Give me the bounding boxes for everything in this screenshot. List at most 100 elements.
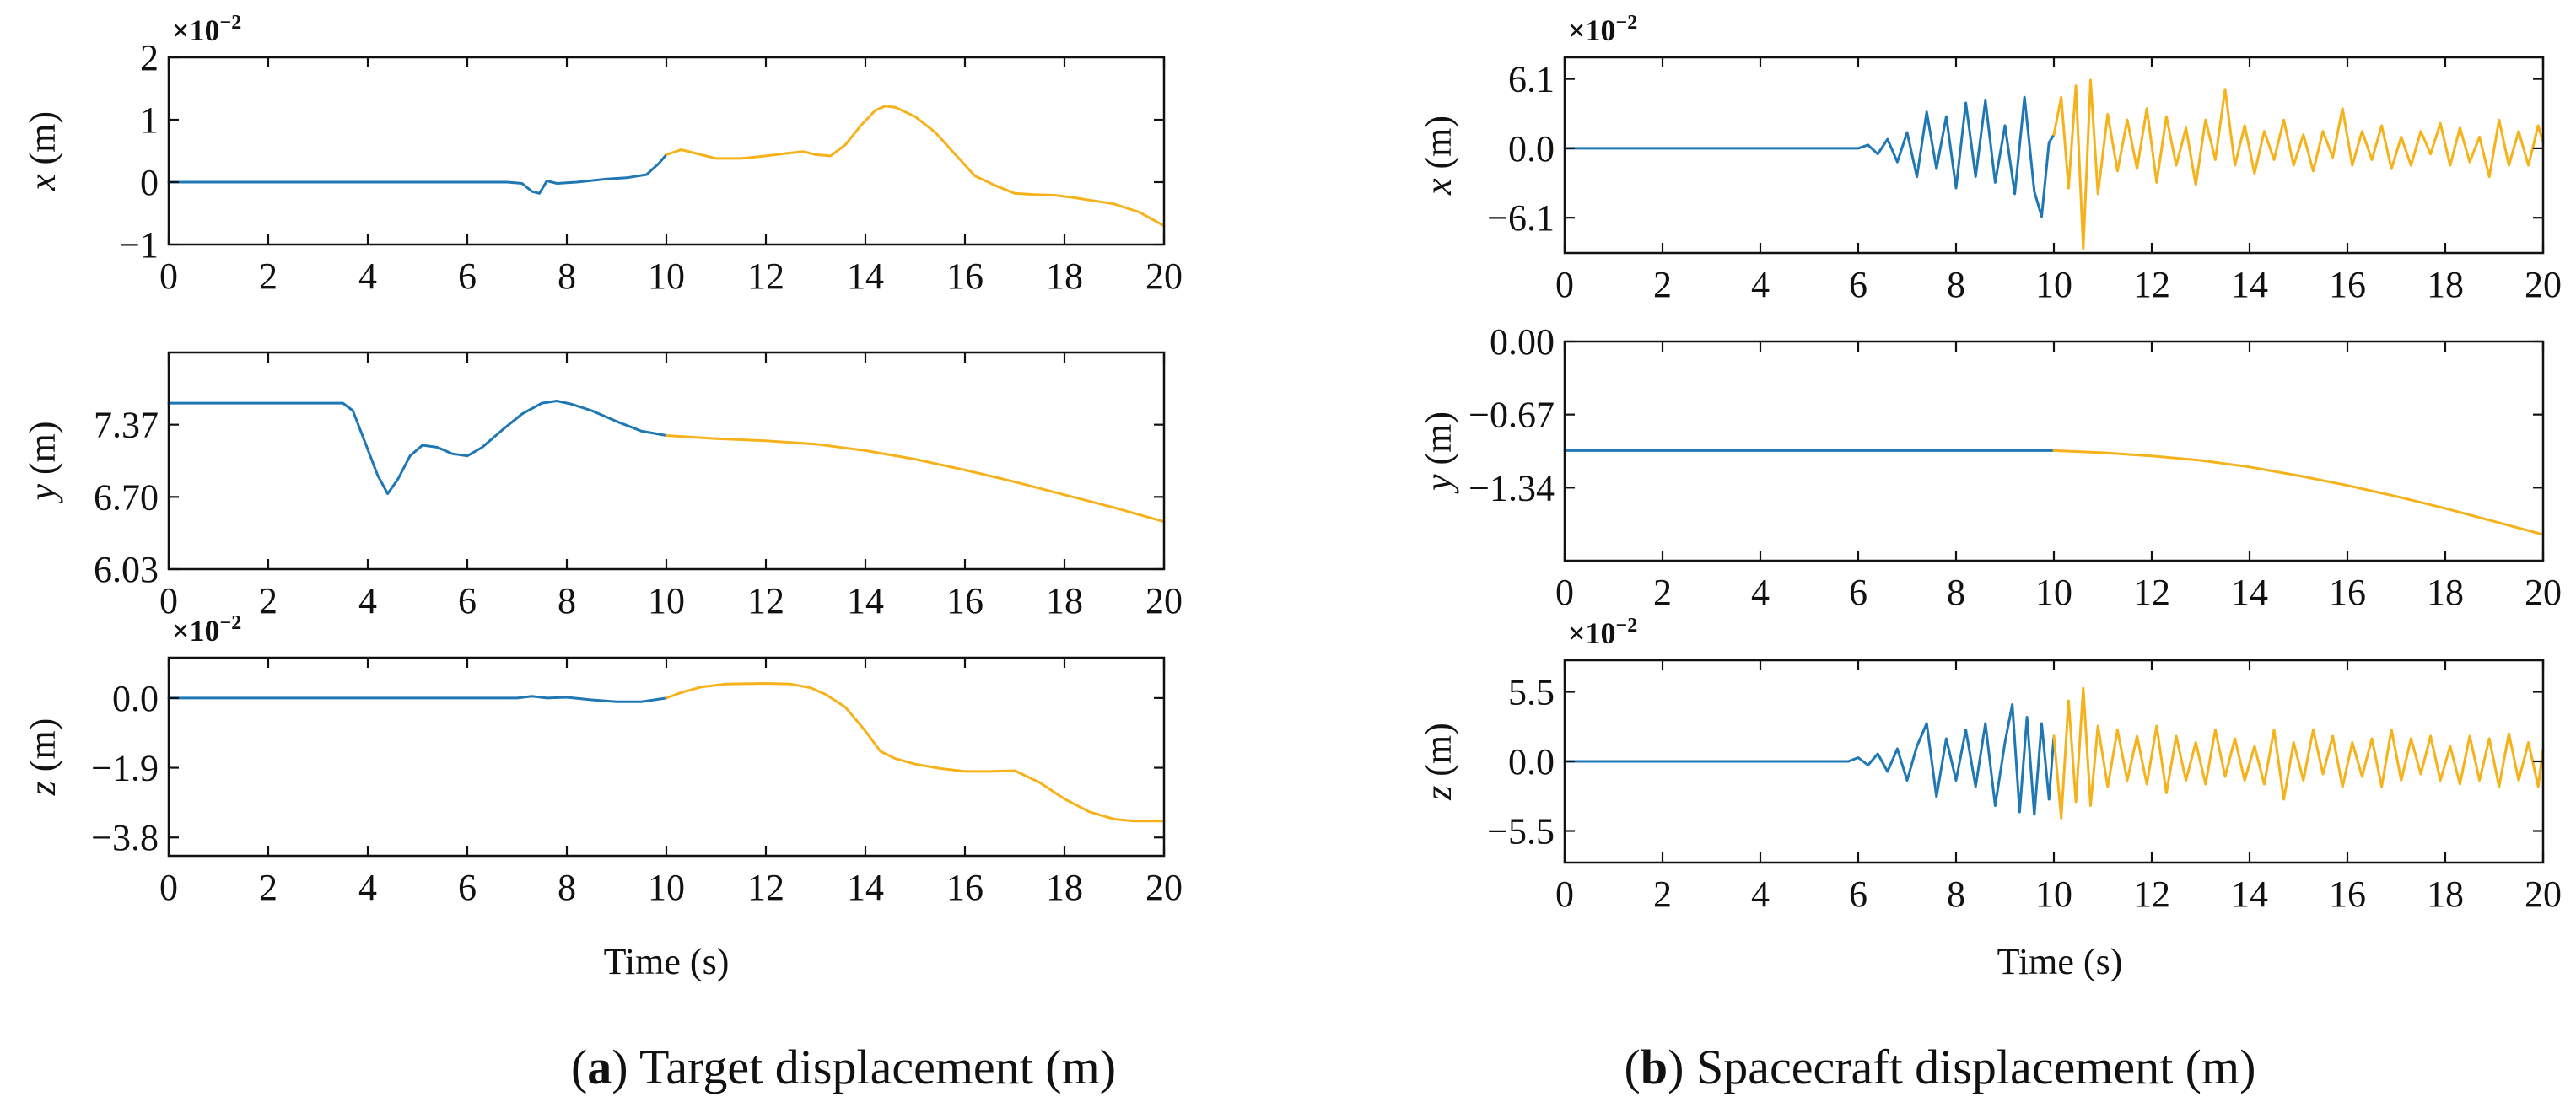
xtick-label: 6	[1849, 572, 1867, 613]
caption-a-text: Target displacement (m)	[628, 1040, 1116, 1094]
xtick-label: 20	[2525, 264, 2562, 305]
xtick-label: 20	[2525, 874, 2562, 915]
axis-multiplier-exp: −2	[220, 12, 242, 34]
axes-frame-a_y	[167, 351, 1166, 571]
xtick-label: 10	[2035, 264, 2072, 305]
ylabel-var: z	[1418, 786, 1459, 801]
xtick-label: 6	[458, 867, 477, 908]
xtick-label: 12	[2133, 572, 2170, 613]
ylabel-unit: (m)	[1418, 411, 1459, 475]
xtick-label: 2	[259, 867, 278, 908]
caption-b-letter: b	[1641, 1040, 1668, 1094]
ylabel-var: x	[1418, 178, 1459, 196]
xtick-label: 0	[1555, 874, 1574, 915]
xtick-label: 14	[847, 580, 884, 621]
axis-multiplier: ×10−2	[172, 12, 241, 47]
xtick-label: 10	[648, 255, 685, 297]
xtick-label: 6	[458, 580, 477, 621]
axis-multiplier-exp: −2	[1616, 12, 1638, 34]
xtick-label: 4	[358, 580, 377, 621]
xtick-label: 0	[1555, 572, 1574, 613]
xtick-label: 16	[946, 255, 984, 297]
ytick-label: −1.9	[91, 748, 159, 789]
xtick-label: 0	[159, 867, 178, 908]
xtick-label: 4	[1751, 874, 1770, 915]
panel-a_y: 0 2 4 6 8 10 12 14 16 18 20 7.37 6.70 6.03 y (m)	[22, 351, 1183, 621]
xtick-label: 14	[2231, 572, 2268, 613]
xtick-label: 12	[747, 580, 784, 621]
xtick-label: 2	[1653, 874, 1672, 915]
xtick-label: 0	[159, 255, 178, 297]
xtick-label: 12	[747, 867, 784, 908]
axes-frame-a_x	[167, 56, 1166, 246]
axis-multiplier: ×10−2	[1568, 12, 1637, 47]
xtick-label: 4	[358, 867, 377, 908]
series-a_z-phase1	[167, 695, 668, 703]
xtick-label: 18	[2427, 874, 2464, 915]
xtick-label: 16	[946, 867, 984, 908]
ylabel-unit: (m)	[22, 421, 63, 484]
axes-frame-a_z	[167, 656, 1166, 858]
ylabel-b_z: z (m)	[1418, 723, 1459, 801]
axis-multiplier: ×10−2	[1568, 615, 1637, 650]
ylabel-var: y	[1418, 474, 1459, 494]
xtick-label: 8	[1947, 572, 1965, 613]
xtick-label: 4	[1751, 572, 1770, 613]
xtick-label: 16	[2329, 264, 2366, 305]
xtick-label: 12	[747, 255, 784, 297]
caption-b: (b) Spacecraft displacement (m)	[1625, 1040, 2256, 1094]
ytick-label: −5.5	[1487, 811, 1555, 852]
series-b_x-phase2	[2052, 78, 2545, 250]
ytick-label: 6.1	[1508, 59, 1555, 100]
ylabel-b_y: y (m)	[1418, 411, 1459, 494]
xtick-label: 6	[458, 255, 477, 297]
xtick-label: 2	[1653, 264, 1672, 305]
ytick-label: 0.00	[1490, 321, 1555, 363]
ylabel-unit: (m)	[22, 111, 63, 175]
ylabel-b_x: x (m)	[1418, 116, 1459, 196]
xlabel-left: Time (s)	[604, 941, 730, 982]
xtick-label: 14	[847, 255, 884, 297]
ylabel-var: z	[22, 781, 63, 796]
xtick-label: 6	[1849, 874, 1867, 915]
ylabel-unit: (m)	[1418, 116, 1459, 179]
ylabel-unit: (m)	[22, 718, 63, 782]
xtick-label: 2	[1653, 572, 1672, 613]
xtick-label: 14	[2231, 874, 2268, 915]
panel-b_x: 0 2 4 6 8 10 12 14 16 18 20 6.1 0.0 −6.1 x (m) ×10−2	[1418, 12, 2562, 305]
axis-multiplier-base: ×10	[172, 614, 220, 648]
panel-b_z: 0 2 4 6 8 10 12 14 16 18 20 5.5 0.0 −5.5 z (m) ×10−2	[1418, 615, 2562, 915]
xtick-label: 8	[1947, 874, 1965, 915]
xtick-label: 4	[358, 255, 377, 297]
ytick-label: −0.67	[1469, 395, 1555, 436]
xtick-label: 16	[2329, 874, 2366, 915]
series-b_x-phase1	[1563, 95, 2056, 218]
ytick-label: −1.34	[1469, 467, 1555, 508]
ytick-label: 0.0	[112, 678, 159, 719]
ylabel-a_z: z (m)	[22, 718, 63, 797]
xtick-label: 18	[1046, 867, 1083, 908]
axis-multiplier-base: ×10	[1568, 616, 1616, 650]
xtick-label: 18	[1046, 580, 1083, 621]
series-a_z-phase2	[665, 682, 1166, 823]
ylabel-a_y: y (m)	[22, 421, 63, 503]
series-a_y-phase2	[665, 434, 1166, 524]
ytick-label: −3.8	[91, 817, 159, 858]
xtick-label: 20	[1145, 867, 1183, 908]
caption-b-close: )	[1668, 1040, 1684, 1094]
xtick-label: 10	[648, 580, 685, 621]
xtick-label: 0	[159, 580, 178, 621]
xtick-label: 8	[1947, 264, 1965, 305]
xtick-label: 8	[558, 580, 576, 621]
panel-b_y: 0 2 4 6 8 10 12 14 16 18 200.00−0.67−1.34y (m)	[1418, 321, 2562, 613]
ytick-label: 0.0	[1508, 741, 1555, 782]
series-b_z-phase1	[1563, 703, 2056, 816]
series-a_y-phase1	[167, 400, 668, 495]
caption-a-close: )	[612, 1040, 628, 1094]
ytick-label: 5.5	[1508, 672, 1555, 713]
xtick-label: 16	[2329, 572, 2366, 613]
series-b_z-phase2	[2052, 686, 2545, 820]
xtick-label: 20	[1145, 255, 1183, 297]
